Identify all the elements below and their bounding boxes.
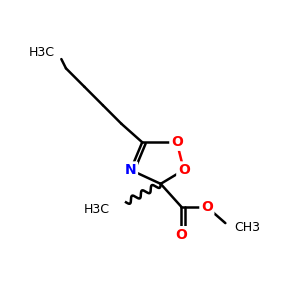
Text: H3C: H3C [84, 203, 110, 216]
Text: O: O [171, 135, 183, 149]
Text: N: N [125, 163, 136, 177]
Text: O: O [176, 228, 188, 242]
Text: O: O [201, 200, 213, 214]
Text: O: O [178, 163, 190, 177]
Text: H3C: H3C [28, 46, 54, 59]
Text: CH3: CH3 [235, 221, 261, 234]
